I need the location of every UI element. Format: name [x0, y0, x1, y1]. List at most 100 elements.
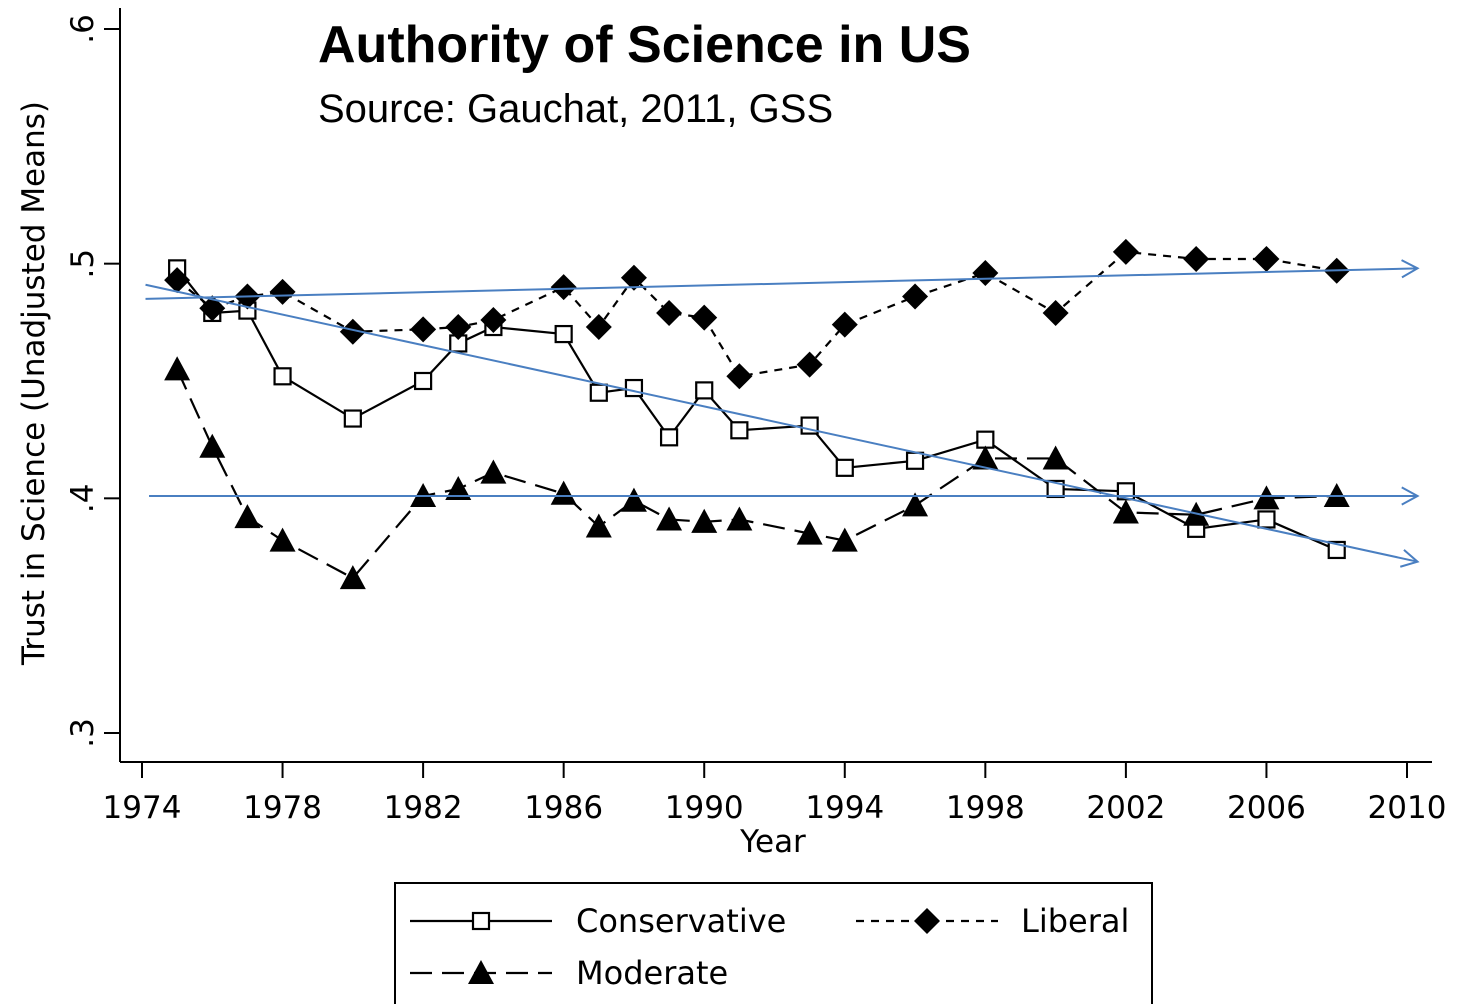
trend-arrow: [145, 283, 1420, 568]
x-tick-label: 2006: [1227, 790, 1306, 826]
data-point-conservative: [976, 430, 995, 449]
legend-label-liberal: Liberal: [1021, 902, 1129, 940]
data-point-moderate: [445, 475, 472, 500]
trend-arrow: [149, 486, 1420, 506]
legend: Conservative Liberal Moderate: [394, 882, 1153, 1004]
x-tick-label: 1998: [946, 790, 1025, 826]
legend-marker-conservative: [471, 911, 491, 931]
series-liberal: [164, 238, 1350, 390]
data-point-conservative: [659, 428, 679, 447]
data-point-moderate: [550, 480, 577, 505]
y-ticks: .3 .4 .5 .6: [65, 14, 120, 748]
data-point-moderate: [620, 487, 647, 512]
series-moderate: [164, 356, 1350, 590]
legend-marker-liberal: [914, 908, 940, 934]
data-point-moderate: [480, 459, 507, 484]
data-point-liberal: [550, 274, 577, 301]
y-tick-label: .4: [65, 484, 101, 514]
data-point-moderate: [269, 527, 296, 552]
chart-title: Authority of Science in US: [318, 16, 971, 74]
trend-arrows: [145, 259, 1420, 568]
data-point-liberal: [796, 351, 823, 378]
trend-arrow-head: [1401, 259, 1420, 279]
series-line-liberal: [176, 250, 1337, 378]
data-point-moderate: [902, 492, 929, 517]
data-point-liberal: [445, 314, 472, 341]
series-line-moderate: [176, 368, 1337, 580]
data-point-conservative: [414, 371, 433, 391]
legend-label-conservative: Conservative: [576, 902, 786, 940]
series-conservative: [168, 259, 1346, 560]
data-point-conservative: [343, 409, 362, 428]
series-line-conservative: [176, 267, 1338, 551]
legend-items: Conservative Liberal Moderate: [410, 902, 1129, 992]
data-point-liberal: [269, 278, 296, 305]
data-point-moderate: [1112, 499, 1139, 524]
x-tick-label: 2002: [1086, 790, 1165, 826]
data-point-conservative: [905, 451, 925, 470]
data-point-moderate: [972, 445, 999, 470]
data-point-liberal: [972, 260, 999, 287]
trend-arrow-head: [1399, 549, 1420, 568]
series-layer: [164, 238, 1350, 590]
data-point-moderate: [831, 527, 858, 552]
data-point-liberal: [902, 283, 929, 310]
data-point-liberal: [1183, 245, 1210, 272]
data-point-liberal: [691, 304, 718, 331]
data-point-liberal: [339, 318, 366, 345]
data-point-liberal: [620, 264, 647, 291]
data-point-liberal: [656, 299, 683, 326]
data-point-conservative: [730, 421, 749, 440]
x-tick-label: 1978: [243, 790, 322, 826]
data-point-conservative: [589, 383, 608, 402]
x-tick-label: 1994: [805, 790, 884, 826]
data-point-conservative: [624, 378, 644, 398]
data-point-liberal: [1253, 245, 1280, 272]
data-point-liberal: [1112, 238, 1139, 265]
data-point-liberal: [831, 311, 858, 338]
y-tick-label: .6: [65, 14, 101, 44]
legend-label-moderate: Moderate: [576, 954, 728, 992]
trend-arrow-line: [145, 283, 1418, 563]
data-point-conservative: [695, 381, 714, 400]
data-point-moderate: [656, 506, 683, 531]
x-tick-label: 2010: [1368, 790, 1447, 826]
data-point-moderate: [726, 506, 753, 531]
legend-item-conservative: Conservative: [410, 902, 786, 940]
data-point-conservative: [835, 458, 854, 477]
x-tick-label: 1990: [665, 790, 744, 826]
data-point-liberal: [480, 306, 507, 333]
data-point-conservative: [1257, 510, 1276, 529]
legend-item-liberal: Liberal: [856, 902, 1129, 940]
data-point-liberal: [726, 363, 753, 390]
data-point-conservative: [273, 367, 292, 386]
data-point-moderate: [199, 433, 226, 458]
data-point-liberal: [585, 314, 612, 341]
data-point-moderate: [1253, 485, 1280, 510]
data-point-moderate: [1042, 445, 1069, 470]
x-tick-label: 1982: [384, 790, 463, 826]
data-point-liberal: [410, 316, 437, 343]
trend-arrow: [145, 259, 1420, 300]
y-tick-label: .3: [65, 718, 101, 748]
chart-subtitle: Source: Gauchat, 2011, GSS: [318, 87, 833, 131]
legend-item-moderate: Moderate: [410, 954, 728, 992]
data-point-moderate: [234, 504, 261, 529]
y-axis-title: Trust in Science (Unadjusted Means): [16, 101, 52, 666]
legend-marker-moderate: [468, 960, 494, 985]
trend-arrow-head: [1401, 486, 1420, 506]
x-axis-title: Year: [739, 824, 806, 860]
trend-arrow-line: [145, 267, 1418, 300]
data-point-conservative: [554, 324, 573, 344]
x-ticks: 1974 1978 1982 1986 1990 1994 1998 2002 2006 2010: [103, 762, 1447, 826]
data-point-moderate: [585, 513, 612, 538]
data-point-moderate: [164, 356, 191, 381]
data-point-moderate: [339, 565, 366, 590]
data-point-moderate: [691, 508, 718, 533]
legend-box: [394, 882, 1153, 1004]
y-tick-label: .5: [65, 249, 101, 279]
x-tick-label: 1986: [524, 790, 603, 826]
data-point-liberal: [164, 267, 191, 294]
x-tick-label: 1974: [103, 790, 182, 826]
